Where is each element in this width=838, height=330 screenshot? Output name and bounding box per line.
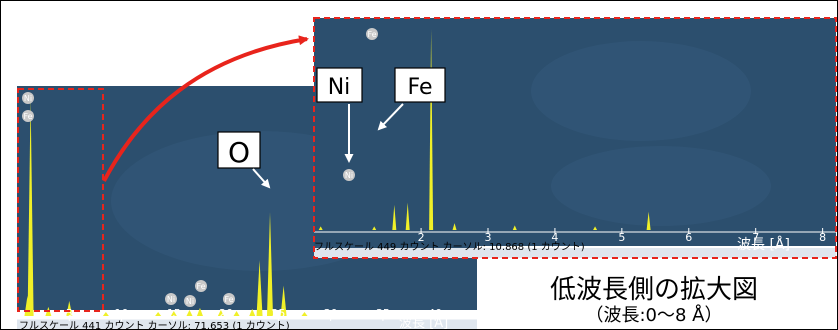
main-status-text: フルスケール 441 カウント カーソル: 71.653 (1 カウント) xyxy=(19,320,290,330)
main-badge: Fe xyxy=(22,110,34,122)
main-peak xyxy=(267,212,273,316)
main-peak xyxy=(170,310,177,316)
zoom-axis-label: 波長 [Å] xyxy=(737,236,790,253)
main-peak xyxy=(217,309,224,316)
zoom-peak xyxy=(646,211,651,230)
badge-label: Fe xyxy=(367,30,376,39)
main-panel-statusbar xyxy=(17,319,477,329)
callout-label: O xyxy=(228,136,250,169)
zoom-panel-statusbar xyxy=(314,248,836,258)
zoom-panel-shade xyxy=(531,41,751,141)
zoom-caption-title: 低波長側の拡大図 xyxy=(549,275,758,305)
badge-label: Ni xyxy=(24,94,32,103)
zoom-link-arrow xyxy=(102,35,309,182)
badge-label: Ni xyxy=(186,297,194,306)
main-peak xyxy=(256,260,263,316)
zoom-peak xyxy=(392,204,397,230)
main-badge: Fe xyxy=(195,280,207,292)
zoom-tick-label: 8 xyxy=(819,231,826,244)
main-tick-label: 5 xyxy=(66,307,73,320)
main-peak xyxy=(196,307,203,316)
main-tick-label: 20 xyxy=(219,307,233,320)
zoom-caption-range: （波長:0〜8 Å） xyxy=(585,305,723,326)
main-peak xyxy=(249,308,256,316)
main-peak xyxy=(27,98,34,317)
main-badge: Ni xyxy=(184,295,196,307)
main-peak xyxy=(186,309,193,316)
callout-arrow xyxy=(252,168,271,189)
main-tick-label: 10 xyxy=(115,307,129,320)
main-tick-label: 40 xyxy=(428,307,442,320)
badge-label: Fe xyxy=(23,112,32,121)
callout-box xyxy=(316,67,363,103)
zoom-callout-ni: Ni xyxy=(316,67,363,163)
callout-arrow xyxy=(377,103,404,131)
zoom-peak xyxy=(405,202,410,230)
zoom-badge: Fe xyxy=(366,28,378,40)
zoom-tick-label: 6 xyxy=(685,231,692,244)
zoom-peak xyxy=(372,226,377,230)
callout-label: Fe xyxy=(408,75,433,100)
main-peak xyxy=(102,311,109,316)
main-peak xyxy=(233,310,240,316)
main-peak xyxy=(301,311,308,316)
badge-label: Fe xyxy=(224,295,233,304)
main-badge: Ni xyxy=(22,92,34,104)
zoom-peak xyxy=(452,223,457,230)
zoom-peak xyxy=(318,226,323,230)
zoom-peak xyxy=(593,226,598,230)
zoom-region-box xyxy=(17,88,104,312)
main-tick-label: 15 xyxy=(167,307,181,320)
badge-label: Ni xyxy=(345,171,353,180)
main-badge: Ni xyxy=(165,293,177,305)
badge-label: Ni xyxy=(167,295,175,304)
main-tick-label: 35 xyxy=(376,307,390,320)
main-tick-label: 25 xyxy=(271,307,285,320)
main-peak xyxy=(155,311,162,316)
zoom-peak xyxy=(512,225,517,230)
zoom-status-text: フルスケール 449 カウント カーソル: 10.868 (1 カウント) xyxy=(314,241,585,253)
main-peak xyxy=(280,285,287,316)
zoom-peaks xyxy=(318,29,651,230)
zoom-badge: Ni xyxy=(343,169,355,181)
main-callout-o: O xyxy=(217,131,271,189)
main-ticks: 5 10 15 20 25 30 35 40 xyxy=(66,307,442,321)
zoom-ticks: 2 3 4 5 6 7 8 xyxy=(418,228,826,244)
zoom-peak xyxy=(429,29,434,230)
zoom-panel-shade xyxy=(551,146,771,226)
callout-label: Ni xyxy=(328,75,351,100)
zoom-callout-fe: Fe xyxy=(377,67,446,131)
zoom-tick-label: 2 xyxy=(418,231,425,244)
callout-box xyxy=(217,131,261,169)
zoom-tick-label: 7 xyxy=(752,231,759,244)
main-badge: Fe xyxy=(223,293,235,305)
zoom-panel-frame xyxy=(313,17,837,259)
callout-box xyxy=(394,67,446,103)
main-tick-label: 30 xyxy=(324,307,338,320)
main-axis-label: 波長 [Å] xyxy=(399,315,448,330)
zoom-tick-label: 4 xyxy=(551,231,558,244)
badge-label: Fe xyxy=(196,282,205,291)
main-peaks xyxy=(24,98,308,317)
zoom-tick-label: 5 xyxy=(618,231,625,244)
main-peak xyxy=(66,300,73,316)
zoom-tick-label: 3 xyxy=(485,231,492,244)
